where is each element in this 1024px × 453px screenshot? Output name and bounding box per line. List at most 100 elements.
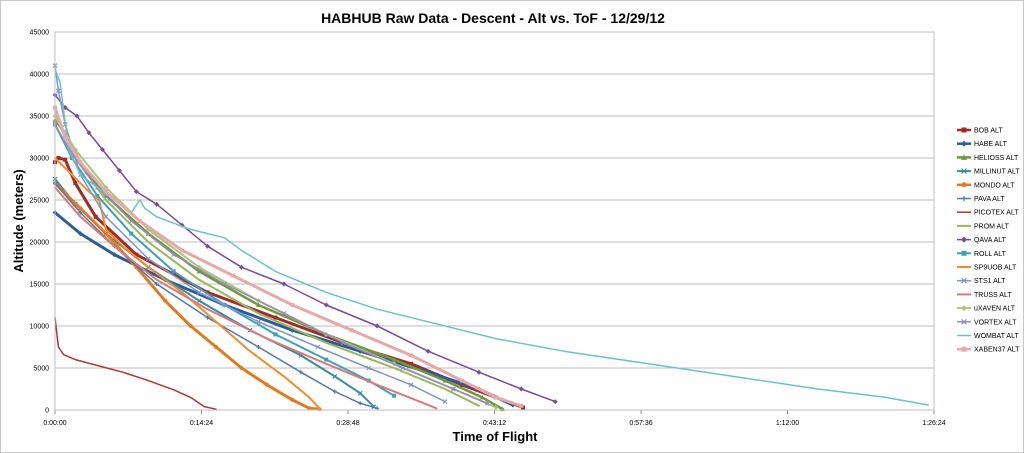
legend-label: SP9UOB ALT <box>974 265 1017 272</box>
legend-label: PAVA ALT <box>974 196 1005 203</box>
data-point <box>103 231 108 236</box>
data-point <box>73 181 78 186</box>
data-point <box>273 332 278 337</box>
data-point <box>93 214 98 219</box>
data-point <box>392 393 397 398</box>
data-point <box>484 400 490 406</box>
data-point <box>95 193 100 198</box>
legend-marker <box>961 140 967 147</box>
data-point <box>86 130 92 136</box>
legend-label: VORTEX ALT <box>974 319 1017 326</box>
legend-marker <box>961 168 967 175</box>
series-line <box>54 94 556 403</box>
data-point <box>332 389 337 394</box>
data-point <box>78 206 83 211</box>
data-point <box>273 315 278 320</box>
series-bob-alt <box>53 156 525 410</box>
data-point <box>239 366 244 370</box>
legend-marker <box>961 277 967 284</box>
data-point <box>255 302 261 307</box>
y-tick-label: 5000 <box>33 366 49 373</box>
legend-marker <box>961 346 967 352</box>
series-line <box>54 186 438 410</box>
data-point <box>290 303 295 307</box>
data-point <box>196 289 202 295</box>
data-point <box>409 361 414 366</box>
x-tick-label: 0:43:12 <box>483 420 506 427</box>
legend-marker <box>961 305 967 312</box>
data-point <box>62 105 68 111</box>
x-axis-title: Time of Flight <box>453 429 539 444</box>
data-point <box>374 323 380 329</box>
legend-label: QAVA ALT <box>974 237 1007 244</box>
legend-label: HELIOSS ALT <box>974 155 1019 162</box>
data-point <box>518 386 524 392</box>
data-point <box>323 302 329 308</box>
series-line <box>53 211 515 407</box>
legend-label: BOB ALT <box>974 128 1003 135</box>
y-tick-label: 20000 <box>30 240 50 247</box>
data-point <box>99 147 105 153</box>
legend-marker <box>961 250 967 256</box>
data-point <box>408 382 414 388</box>
gridlines <box>54 31 935 414</box>
data-point <box>103 214 109 220</box>
x-tick-label: 0:57:36 <box>629 420 652 427</box>
data-point <box>171 269 176 274</box>
y-tick-label: 10000 <box>30 324 50 331</box>
data-point <box>78 210 83 215</box>
data-point <box>349 328 354 333</box>
y-tick-label: 0 <box>45 408 49 415</box>
data-point <box>74 113 80 119</box>
legend-marker <box>961 154 967 160</box>
data-point <box>459 378 464 383</box>
series-truss-alt <box>54 186 438 410</box>
x-tick-label: 0:14:24 <box>190 420 213 427</box>
y-tick-label: 40000 <box>30 72 50 79</box>
series-prom-alt <box>54 115 480 407</box>
data-point <box>222 281 227 287</box>
data-point <box>340 340 346 346</box>
y-tick-label: 15000 <box>30 282 50 289</box>
data-point <box>134 252 139 257</box>
x-tick-label: 0:00:00 <box>43 420 66 427</box>
data-point <box>552 399 558 405</box>
data-point <box>63 135 68 139</box>
legend-marker <box>961 196 967 201</box>
data-point <box>116 168 122 174</box>
data-point <box>493 404 499 410</box>
series-line <box>53 181 321 411</box>
series-line <box>54 157 321 410</box>
data-point <box>332 373 338 379</box>
data-point <box>358 401 363 406</box>
legend-label: TRUSS ALT <box>974 292 1012 299</box>
data-point <box>307 406 312 411</box>
data-point <box>256 345 261 349</box>
y-tick-labels: 0 5000 10000 15000 20000 25000 30000 35000 40000… <box>30 30 50 415</box>
y-tick-label: 45000 <box>30 30 50 37</box>
legend-marker <box>961 127 967 133</box>
data-point <box>391 357 397 362</box>
data-point <box>214 345 219 349</box>
data-point <box>400 365 406 371</box>
data-point <box>163 298 168 303</box>
series-line <box>54 115 480 407</box>
data-point <box>315 344 321 350</box>
x-tick-label: 0:28:48 <box>336 420 359 427</box>
legend-marker <box>961 182 967 188</box>
data-point <box>137 219 142 223</box>
series-line <box>54 316 217 410</box>
data-point <box>188 324 193 328</box>
data-point <box>231 273 236 278</box>
y-tick-label: 35000 <box>30 114 50 121</box>
data-point <box>264 382 269 387</box>
data-point <box>442 378 448 383</box>
data-point <box>281 310 287 316</box>
plot-area-border <box>54 31 935 411</box>
legend-label: MILLINUT ALT <box>974 169 1020 176</box>
legend-label: PICOTEX ALT <box>974 210 1019 217</box>
legend-label: PROM ALT <box>974 223 1010 230</box>
data-point <box>425 348 431 354</box>
data-point <box>409 353 414 358</box>
